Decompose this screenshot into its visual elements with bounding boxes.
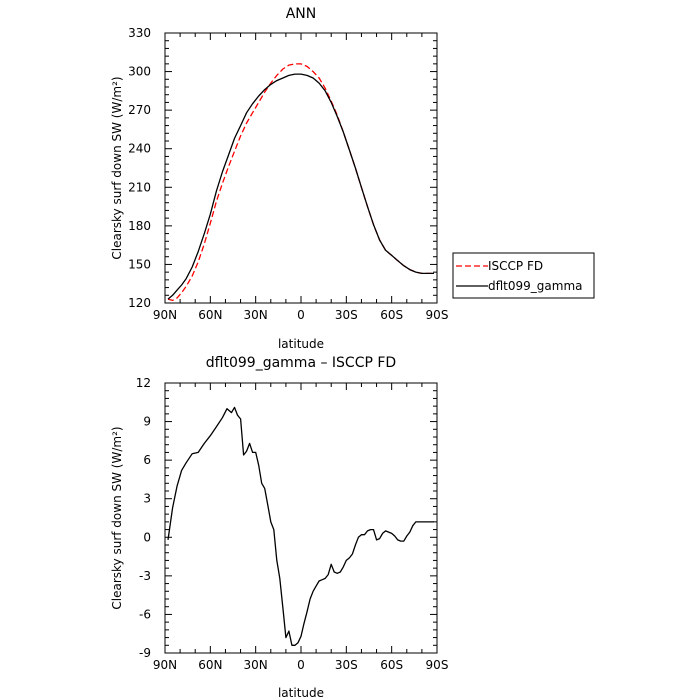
series-line-isccp-fd [167,63,434,302]
y-axis-label: Clearsky surf down SW (W/m²) [110,76,124,259]
y-tick-label: 330 [128,26,151,40]
bottom-chart: dflt099_gamma – ISCCP FD 90N 60N 30N 0 30S 60S… [110,355,448,700]
y-tick-label: 150 [128,257,151,271]
y-tick-label: 0 [143,530,151,544]
x-tick-label: 0 [297,308,305,322]
legend-label: dflt099_gamma [488,279,583,293]
y-tick-label: 210 [128,180,151,194]
x-tick-label: 90N [153,308,177,322]
y-tick-label: 270 [128,103,151,117]
y-tick-label: 12 [136,376,151,390]
x-tick-label: 30N [244,308,268,322]
difference-line [167,406,434,646]
x-tick-label: 90N [153,658,177,672]
y-tick-label: -3 [139,569,151,583]
legend-label: ISCCP FD [488,259,543,273]
y-tick-label: 240 [128,142,151,156]
chart-title: ANN [286,6,317,22]
y-tick-label: -9 [139,646,151,660]
y-tick-label: 300 [128,65,151,79]
plot-frame [164,382,438,654]
top-chart: ANN 90N 60N 30N 0 30S 60S 90S 120 150 180 210 240 270… [110,6,595,351]
y-tick-label: 180 [128,219,151,233]
x-tick-label: 60N [198,308,222,322]
y-axis-label: Clearsky surf down SW (W/m²) [110,426,124,609]
legend: ISCCP FD dflt099_gamma [452,252,595,299]
y-tick-label: 9 [143,415,151,429]
y-tick-label: 3 [143,492,151,506]
x-tick-label: 30S [335,658,358,672]
x-tick-label: 0 [297,658,305,672]
x-axis-label: latitude [278,686,324,700]
x-tick-label: 30N [244,658,268,672]
y-tick-label: -6 [139,607,151,621]
x-tick-label: 90S [426,658,449,672]
x-tick-label: 90S [426,308,449,322]
x-tick-label: 60S [380,658,403,672]
chart-title: dflt099_gamma – ISCCP FD [206,355,396,371]
x-tick-label: 60N [198,658,222,672]
y-tick-label: 120 [128,296,151,310]
x-axis-label: latitude [278,337,324,351]
series-line-dflt099-gamma [167,73,434,300]
legend-box [452,252,595,299]
x-tick-label: 30S [335,308,358,322]
y-tick-label: 6 [143,453,151,467]
x-tick-label: 60S [380,308,403,322]
